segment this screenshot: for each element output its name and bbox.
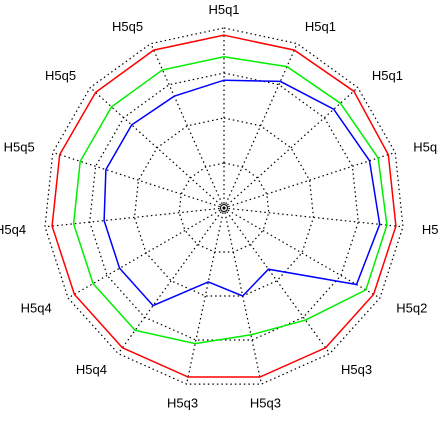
- grid-spoke: [223, 207, 381, 299]
- grid-spoke: [223, 87, 359, 209]
- spoke-label: H5q2: [422, 222, 438, 237]
- radar-grid: [44, 27, 404, 385]
- spoke-label: H5q5: [4, 140, 35, 155]
- grid-spoke: [44, 207, 225, 228]
- spoke-label: H5q4: [21, 301, 52, 316]
- spoke-labels: H5q1 H5q1 H5q1 H5q2 H5q2 H5q2 H5q3 H5q3 H5q3 H5q4…: [0, 2, 438, 411]
- spoke-label: H5q1: [372, 68, 403, 83]
- spoke-label: H5q2: [396, 301, 427, 316]
- grid-spoke: [52, 151, 225, 209]
- spoke-label: H5q5: [45, 68, 76, 83]
- grid-spoke: [89, 87, 225, 209]
- spoke-label: H5q3: [167, 396, 198, 411]
- center-dot: [222, 206, 226, 210]
- series-line: [51, 34, 397, 378]
- series-line: [103, 79, 381, 307]
- grid-spoke: [117, 207, 225, 354]
- grid-spoke: [67, 207, 225, 299]
- spoke-label: H5q1: [208, 2, 239, 17]
- radar-series: [51, 34, 397, 378]
- spoke-label: H5q1: [305, 19, 336, 34]
- grid-ring: [178, 162, 270, 253]
- grid-spoke: [223, 151, 396, 209]
- series-line: [72, 56, 388, 345]
- spoke-label: H5q2: [413, 140, 438, 155]
- grid-spoke: [223, 207, 331, 354]
- grid-spoke: [223, 207, 404, 228]
- center-marker: [220, 204, 228, 212]
- spoke-label: H5q4: [76, 362, 107, 377]
- spoke-label: H5q5: [112, 19, 143, 34]
- grid-spoke: [223, 43, 298, 209]
- grid-spoke: [150, 43, 225, 209]
- spoke-label: H5q4: [0, 222, 26, 237]
- spoke-label: H5q3: [341, 362, 372, 377]
- grid-spoke: [186, 207, 225, 385]
- grid-ring: [89, 72, 359, 341]
- spoke-label: H5q3: [250, 396, 281, 411]
